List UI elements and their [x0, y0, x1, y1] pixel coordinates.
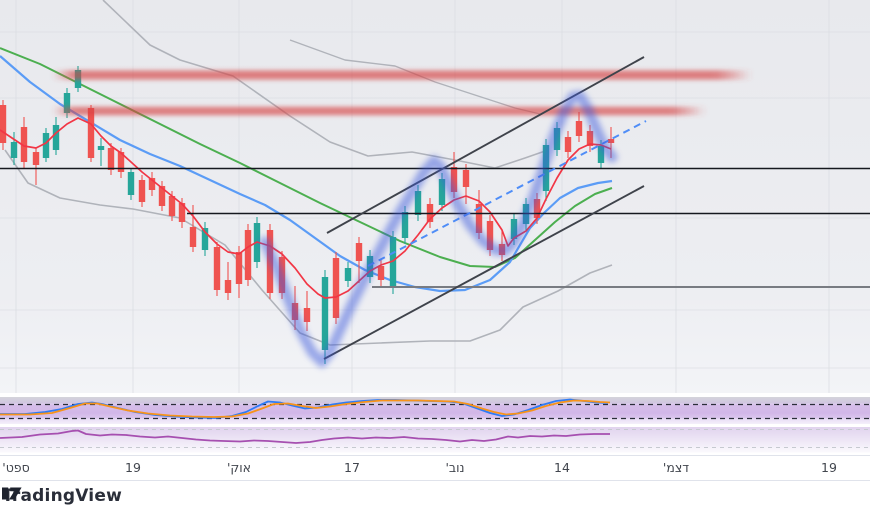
stoch-d-line: [0, 399, 611, 418]
candle-body: [97, 146, 105, 150]
pane-separator: [0, 424, 870, 427]
osc-purple-line: [0, 429, 610, 444]
pane-separator: [0, 393, 870, 397]
candle-body: [344, 268, 352, 281]
x-axis-label[interactable]: 19: [821, 460, 837, 475]
candle-body: [389, 237, 397, 288]
candle-body: [107, 148, 115, 170]
highlight-band-core[interactable]: [60, 108, 699, 114]
candle-body: [213, 247, 221, 290]
freehand-blue-highlight[interactable]: [258, 89, 619, 369]
candle-body: [401, 212, 409, 238]
trend-channel[interactable]: [323, 56, 645, 360]
stochastic-pane: [0, 397, 870, 424]
candle-body: [10, 142, 18, 158]
freehand-stroke[interactable]: [261, 92, 616, 366]
candle-body: [127, 172, 135, 195]
candle-body: [158, 186, 166, 206]
candle-body: [607, 139, 615, 143]
candle-body: [224, 280, 232, 293]
highlight-band-core[interactable]: [60, 72, 745, 78]
candle-body: [414, 191, 422, 215]
candle-body: [597, 146, 605, 163]
bb-gray-upper: [102, 0, 549, 169]
candle-body: [377, 266, 385, 280]
candle-body: [20, 127, 28, 162]
dashed-trendline[interactable]: [367, 120, 647, 267]
candle-body: [586, 131, 594, 146]
x-axis-label[interactable]: 14: [554, 460, 570, 475]
candle-body: [87, 108, 95, 158]
candle-body: [168, 196, 176, 216]
x-axis-label[interactable]: נוב': [445, 460, 464, 475]
x-axis-label[interactable]: דצמ': [663, 460, 689, 475]
oscillator-pane: [0, 427, 870, 453]
candle-body: [475, 204, 483, 233]
candle-body: [355, 243, 363, 261]
stoch-band-fill: [0, 404, 870, 419]
candle-body: [564, 137, 572, 152]
candle-body: [52, 125, 60, 150]
highlight-red-bands[interactable]: [52, 70, 753, 116]
candle-body: [321, 277, 329, 350]
candle-body: [462, 170, 470, 187]
ma-mid-blue-line: [0, 55, 613, 293]
candle-body: [332, 258, 340, 318]
x-axis-label[interactable]: 19: [125, 460, 141, 475]
candle-body: [201, 228, 209, 250]
candle-body: [148, 178, 156, 190]
candle-body: [178, 203, 186, 222]
pane-separator: [0, 452, 870, 456]
tradingview-logo-icon[interactable]: [2, 486, 28, 501]
candle-body: [42, 133, 50, 158]
x-axis-label[interactable]: אוק': [227, 460, 251, 475]
channel-line[interactable]: [326, 56, 645, 234]
candle-body: [63, 93, 71, 113]
footer: TradingView: [2, 486, 122, 506]
bb-gray-lower: [4, 149, 613, 346]
channel-line[interactable]: [323, 185, 645, 360]
candle-body: [244, 230, 252, 280]
candle-body: [533, 199, 541, 218]
candle-body: [32, 152, 40, 165]
x-axis-label[interactable]: ספט': [2, 460, 29, 475]
candle-body: [486, 221, 494, 250]
candle-body: [438, 179, 446, 205]
candle-body: [189, 227, 197, 247]
pane-separators: [0, 393, 870, 456]
dashed-trendline-line[interactable]: [367, 120, 647, 267]
candle-body: [235, 252, 243, 284]
candle-body: [303, 308, 311, 322]
candle-body: [0, 105, 7, 143]
x-axis[interactable]: ספט' 19 אוק' 17 נוב' 14 דצמ' 19: [0, 455, 870, 481]
candle-body: [575, 121, 583, 136]
tradingview-brand[interactable]: TradingView: [2, 486, 122, 506]
candle-body: [138, 180, 146, 202]
x-axis-bg[interactable]: [0, 455, 870, 481]
candle-body: [117, 152, 125, 172]
ma-blue: [0, 55, 613, 293]
x-axis-label[interactable]: 17: [344, 460, 360, 475]
